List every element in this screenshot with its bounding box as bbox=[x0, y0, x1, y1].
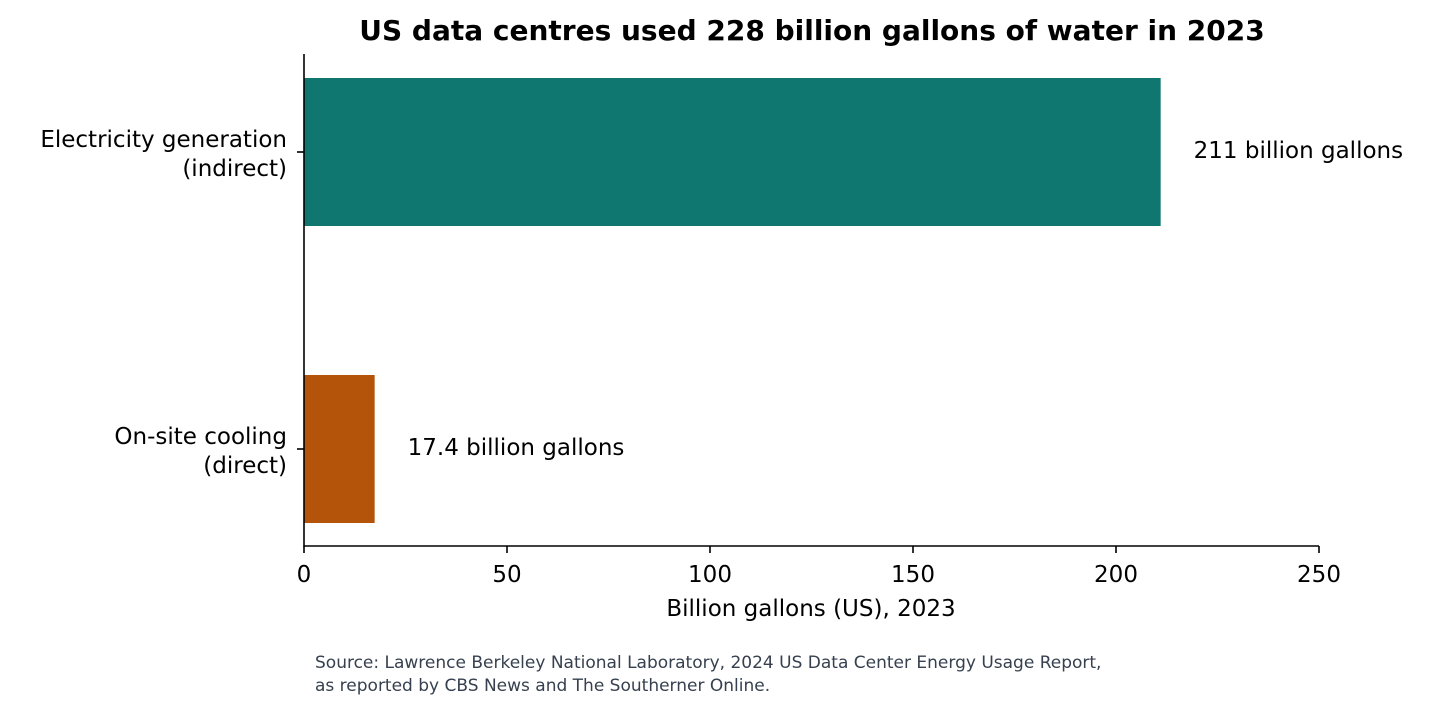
category-label-0-line-1: (indirect) bbox=[182, 156, 287, 182]
source-note: Source: Lawrence Berkeley National Labor… bbox=[315, 652, 1315, 698]
category-label-1-line-1: (direct) bbox=[203, 453, 287, 479]
data-label-1: 17.4 billion gallons bbox=[408, 435, 625, 461]
data-label-0: 211 billion gallons bbox=[1194, 138, 1403, 164]
category-label-1: On-site cooling (direct) bbox=[114, 424, 287, 479]
category-label-0: Electricity generation (indirect) bbox=[40, 127, 287, 182]
x-ticks-group: 0 50 100 150 200 250 bbox=[297, 546, 1341, 588]
category-labels-group: Electricity generation (indirect) On-site … bbox=[40, 127, 304, 479]
x-tick-label-0: 0 bbox=[297, 562, 312, 588]
x-tick-label-4: 200 bbox=[1094, 562, 1138, 588]
category-label-1-line-0: On-site cooling bbox=[114, 424, 287, 450]
chart-title: US data centres used 228 billion gallons… bbox=[359, 14, 1264, 47]
category-label-0-line-0: Electricity generation bbox=[40, 127, 287, 153]
x-axis-title: Billion gallons (US), 2023 bbox=[666, 596, 955, 622]
bar-0 bbox=[304, 78, 1161, 226]
source-line-1: Source: Lawrence Berkeley National Labor… bbox=[315, 653, 1102, 673]
x-tick-label-5: 250 bbox=[1297, 562, 1341, 588]
data-labels-group: 211 billion gallons 17.4 billion gallons bbox=[408, 138, 1403, 461]
bars-group bbox=[304, 78, 1161, 523]
source-line-2: as reported by CBS News and The Southern… bbox=[315, 676, 771, 696]
x-tick-label-2: 100 bbox=[688, 562, 732, 588]
bar-1 bbox=[304, 375, 375, 523]
x-tick-label-1: 50 bbox=[492, 562, 521, 588]
x-tick-label-3: 150 bbox=[891, 562, 935, 588]
